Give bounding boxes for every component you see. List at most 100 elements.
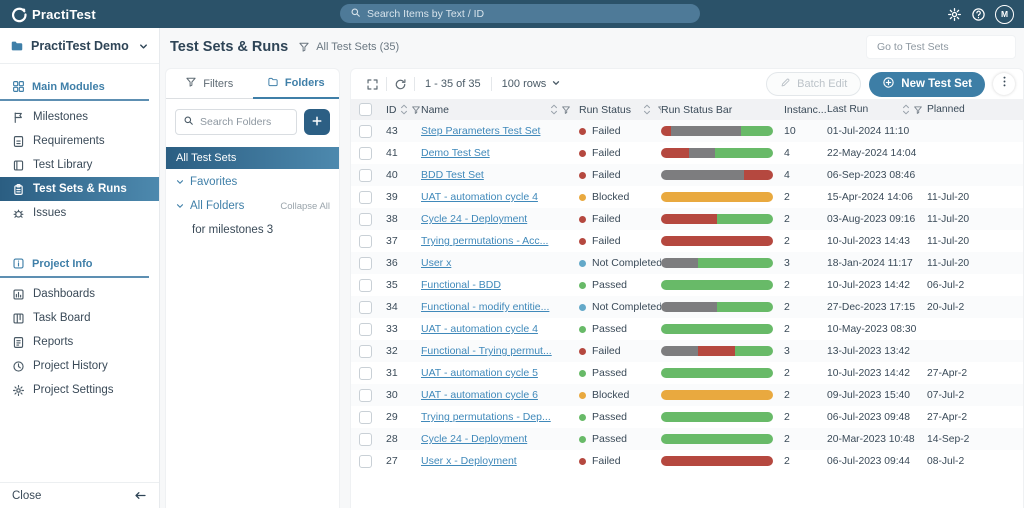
- sort-icon[interactable]: [400, 104, 408, 115]
- help-icon[interactable]: [971, 7, 986, 22]
- more-options-button[interactable]: [993, 73, 1015, 95]
- row-checkbox[interactable]: [358, 410, 372, 424]
- table-row[interactable]: 33 UAT - automation cycle 4 Passed 2 10-…: [351, 318, 1023, 340]
- table-row[interactable]: 40 BDD Test Set Failed 4 06-Sep-2023 08:…: [351, 164, 1023, 186]
- row-checkbox[interactable]: [358, 344, 372, 358]
- settings-gear-icon[interactable]: [947, 7, 962, 22]
- table-row[interactable]: 30 UAT - automation cycle 6 Blocked 2 09…: [351, 384, 1023, 406]
- table-row[interactable]: 32 Functional - Trying permut... Failed …: [351, 340, 1023, 362]
- sidebar-item-project-settings[interactable]: Project Settings: [0, 378, 159, 402]
- sidebar-item-task-board[interactable]: Task Board: [0, 306, 159, 330]
- sidebar-item-project-history[interactable]: Project History: [0, 354, 159, 378]
- column-filter-icon[interactable]: [411, 105, 421, 115]
- sidebar-item-label: Issues: [33, 207, 67, 219]
- search-folders-input[interactable]: Search Folders: [175, 109, 297, 135]
- column-filter-icon[interactable]: [561, 105, 571, 115]
- row-checkbox[interactable]: [358, 234, 372, 248]
- rows-per-page-dropdown[interactable]: 100 rows: [492, 78, 572, 91]
- test-set-link[interactable]: User x: [421, 257, 452, 269]
- table-row[interactable]: 34 Functional - modify entitie... Not Co…: [351, 296, 1023, 318]
- pencil-icon: [780, 77, 791, 91]
- test-set-link[interactable]: UAT - automation cycle 4: [421, 323, 538, 335]
- folder-tree-item-all-folders[interactable]: All Folders Collapse All: [166, 193, 339, 217]
- test-set-link[interactable]: UAT - automation cycle 6: [421, 389, 538, 401]
- folder-tree-item-for-milestones-3[interactable]: for milestones 3: [166, 217, 339, 241]
- sort-icon[interactable]: [902, 104, 910, 115]
- table-row[interactable]: 35 Functional - BDD Passed 2 10-Jul-2023…: [351, 274, 1023, 296]
- row-checkbox[interactable]: [358, 454, 372, 468]
- table-row[interactable]: 38 Cycle 24 - Deployment Failed 2 03-Aug…: [351, 208, 1023, 230]
- row-checkbox[interactable]: [358, 278, 372, 292]
- test-set-link[interactable]: UAT - automation cycle 4: [421, 191, 538, 203]
- sort-icon[interactable]: [643, 104, 651, 115]
- row-checkbox[interactable]: [358, 366, 372, 380]
- table-row[interactable]: 43 Step Parameters Test Set Failed 10 01…: [351, 120, 1023, 142]
- sidebar-item-dashboards[interactable]: Dashboards: [0, 282, 159, 306]
- folder-item-all-test-sets[interactable]: All Test Sets: [166, 147, 339, 169]
- expand-fullscreen-icon[interactable]: [359, 78, 386, 91]
- folder-tree-item-favorites[interactable]: Favorites: [166, 169, 339, 193]
- table-row[interactable]: 29 Trying permutations - Dep... Passed 2…: [351, 406, 1023, 428]
- test-set-link[interactable]: Step Parameters Test Set: [421, 125, 541, 137]
- add-folder-button[interactable]: [304, 109, 330, 135]
- sidebar-item-milestones[interactable]: Milestones: [0, 105, 159, 129]
- tab-folders[interactable]: Folders: [252, 69, 339, 99]
- bar-segment-failed: [661, 126, 672, 136]
- table-row[interactable]: 37 Trying permutations - Acc... Failed 2…: [351, 230, 1023, 252]
- test-set-link[interactable]: Demo Test Set: [421, 147, 490, 159]
- sidebar-item-test-library[interactable]: Test Library: [0, 153, 159, 177]
- test-set-link[interactable]: Cycle 24 - Deployment: [421, 213, 528, 225]
- select-all-checkbox[interactable]: [358, 103, 372, 116]
- row-id: 38: [386, 213, 398, 225]
- sort-icon[interactable]: [550, 104, 558, 115]
- test-set-link[interactable]: UAT - automation cycle 5: [421, 367, 538, 379]
- table-row[interactable]: 36 User x Not Completed 3 18-Jan-2024 11…: [351, 252, 1023, 274]
- new-test-set-button[interactable]: New Test Set: [869, 71, 985, 97]
- project-selector[interactable]: PractiTest Demo: [0, 28, 159, 64]
- test-set-link[interactable]: BDD Test Set: [421, 169, 484, 181]
- run-status-bar-cell: [661, 258, 781, 268]
- test-set-link[interactable]: Trying permutations - Acc...: [421, 235, 549, 247]
- row-checkbox[interactable]: [358, 256, 372, 270]
- table-row[interactable]: 28 Cycle 24 - Deployment Passed 2 20-Mar…: [351, 428, 1023, 450]
- row-checkbox[interactable]: [358, 146, 372, 160]
- goto-test-sets-input[interactable]: Go to Test Sets: [866, 35, 1016, 59]
- global-search-input[interactable]: Search Items by Text / ID: [340, 4, 700, 23]
- table-row[interactable]: 41 Demo Test Set Failed 4 22-May-2024 14…: [351, 142, 1023, 164]
- current-filter-label[interactable]: All Test Sets (35): [316, 41, 400, 53]
- filter-funnel-icon[interactable]: [298, 41, 310, 53]
- table-row[interactable]: 31 UAT - automation cycle 5 Passed 2 10-…: [351, 362, 1023, 384]
- test-set-link[interactable]: Functional - modify entitie...: [421, 301, 550, 313]
- sidebar-item-reports[interactable]: Reports: [0, 330, 159, 354]
- row-checkbox[interactable]: [358, 124, 372, 138]
- test-set-link[interactable]: Trying permutations - Dep...: [421, 411, 551, 423]
- test-set-link[interactable]: User x - Deployment: [421, 455, 517, 467]
- row-checkbox[interactable]: [358, 432, 372, 446]
- batch-edit-button[interactable]: Batch Edit: [766, 72, 862, 96]
- sidebar-item-test-sets-runs[interactable]: Test Sets & Runs: [0, 177, 159, 201]
- user-avatar[interactable]: M: [995, 4, 1014, 24]
- row-checkbox[interactable]: [358, 300, 372, 314]
- table-row[interactable]: 39 UAT - automation cycle 4 Blocked 2 15…: [351, 186, 1023, 208]
- collapse-all-button[interactable]: Collapse All: [280, 200, 330, 212]
- row-checkbox[interactable]: [358, 168, 372, 182]
- row-checkbox[interactable]: [358, 388, 372, 402]
- refresh-icon[interactable]: [387, 78, 414, 91]
- column-filter-icon[interactable]: [913, 105, 923, 115]
- test-set-link[interactable]: Functional - BDD: [421, 279, 501, 291]
- sidebar-close-button[interactable]: Close: [0, 482, 159, 508]
- test-set-link[interactable]: Cycle 24 - Deployment: [421, 433, 528, 445]
- tab-filters[interactable]: Filters: [166, 69, 253, 99]
- row-id: 33: [386, 323, 398, 335]
- row-checkbox[interactable]: [358, 322, 372, 336]
- table-row[interactable]: 27 User x - Deployment Failed 2 06-Jul-2…: [351, 450, 1023, 472]
- practitest-logo[interactable]: PractiTest: [10, 6, 96, 23]
- test-set-link[interactable]: Functional - Trying permut...: [421, 345, 552, 357]
- status-dot: [579, 127, 586, 135]
- row-checkbox[interactable]: [358, 190, 372, 204]
- row-checkbox[interactable]: [358, 212, 372, 226]
- instances-count: 2: [784, 213, 790, 225]
- sidebar-item-issues[interactable]: Issues: [0, 201, 159, 225]
- sidebar-item-requirements[interactable]: Requirements: [0, 129, 159, 153]
- run-status-cell: Not Completed: [579, 257, 661, 269]
